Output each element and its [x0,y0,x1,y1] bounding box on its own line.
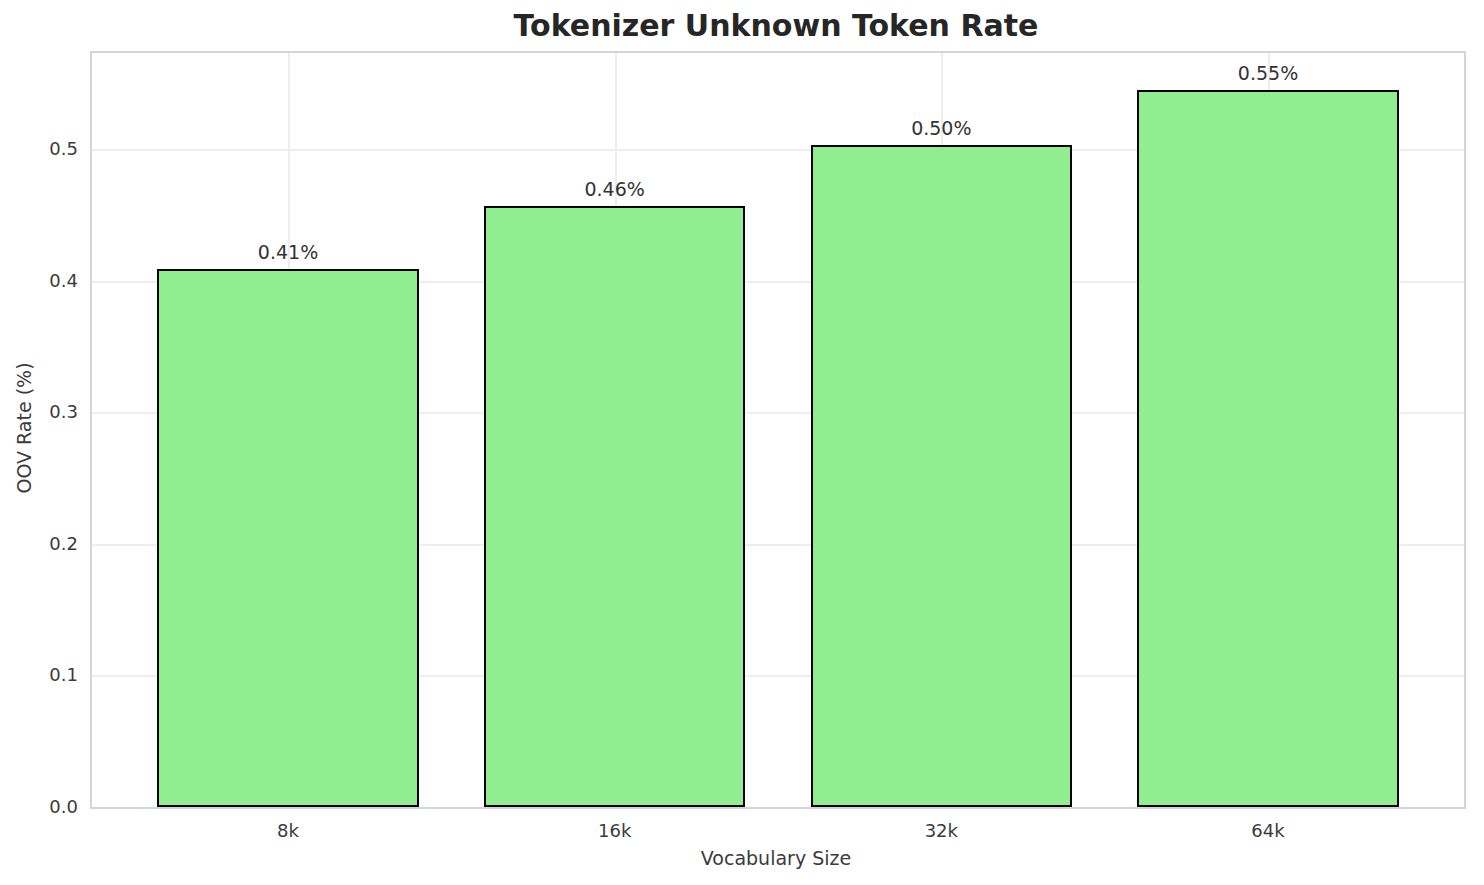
plot-area: 0.00.10.20.30.40.50.41%8k0.46%16k0.50%32… [90,51,1466,809]
y-tick-label: 0.1 [14,664,78,686]
x-axis-label: Vocabulary Size [90,847,1462,869]
bar-64k [1137,90,1398,807]
y-axis-label: OOV Rate (%) [13,362,35,493]
y-tick-label: 0.2 [14,533,78,555]
bar-16k [484,206,745,807]
bar-value-label: 0.55% [1238,62,1298,84]
y-tick-label: 0.3 [14,401,78,423]
x-tick-label: 32k [925,820,958,841]
chart-title: Tokenizer Unknown Token Rate [90,8,1462,43]
bar-8k [157,269,418,807]
y-tick-label: 0.0 [14,796,78,818]
y-tick-label: 0.5 [14,138,78,160]
bar-value-label: 0.41% [258,241,318,263]
bar-value-label: 0.50% [911,117,971,139]
bar-32k [811,145,1072,807]
x-tick-label: 8k [277,820,299,841]
x-tick-label: 16k [598,820,631,841]
x-tick-label: 64k [1251,820,1284,841]
y-tick-label: 0.4 [14,270,78,292]
bar-value-label: 0.46% [584,178,644,200]
figure: Tokenizer Unknown Token Rate OOV Rate (%… [0,0,1484,885]
